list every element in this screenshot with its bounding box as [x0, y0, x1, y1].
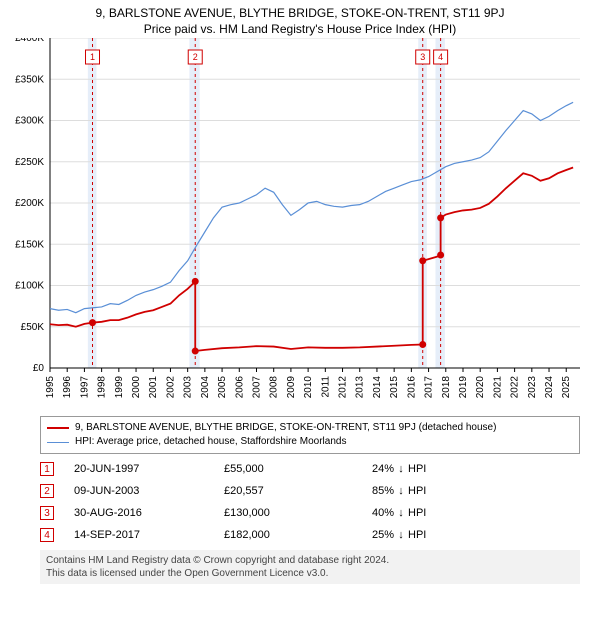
sale-pct: 25%: [334, 529, 394, 541]
svg-text:£200K: £200K: [15, 198, 44, 209]
sale-row: 2 09-JUN-2003£20,55785%↓HPI: [40, 480, 580, 502]
sale-marker: 4: [40, 528, 54, 542]
down-arrow-icon: ↓: [394, 485, 408, 497]
svg-text:£400K: £400K: [15, 38, 44, 44]
legend-row: HPI: Average price, detached house, Staf…: [47, 435, 573, 449]
svg-text:2020: 2020: [475, 376, 486, 399]
sale-pct: 40%: [334, 507, 394, 519]
svg-text:£0: £0: [33, 363, 45, 374]
svg-text:£150K: £150K: [15, 239, 44, 250]
svg-text:3: 3: [420, 52, 425, 62]
svg-text:£300K: £300K: [15, 116, 44, 127]
title-address: 9, BARLSTONE AVENUE, BLYTHE BRIDGE, STOK…: [4, 6, 596, 20]
sale-price: £20,557: [224, 485, 334, 497]
legend-swatch: [47, 442, 69, 443]
down-arrow-icon: ↓: [394, 529, 408, 541]
sale-date: 14-SEP-2017: [74, 529, 224, 541]
sale-marker: 3: [40, 506, 54, 520]
legend: 9, BARLSTONE AVENUE, BLYTHE BRIDGE, STOK…: [40, 416, 580, 454]
svg-text:£50K: £50K: [21, 322, 45, 333]
svg-text:2010: 2010: [303, 376, 314, 399]
svg-text:2007: 2007: [251, 376, 262, 399]
svg-text:2025: 2025: [561, 376, 572, 399]
svg-text:2024: 2024: [544, 376, 555, 399]
svg-text:2016: 2016: [406, 376, 417, 399]
legend-row: 9, BARLSTONE AVENUE, BLYTHE BRIDGE, STOK…: [47, 421, 573, 435]
title-block: 9, BARLSTONE AVENUE, BLYTHE BRIDGE, STOK…: [0, 0, 600, 38]
sale-marker: 1: [40, 462, 54, 476]
legend-label: HPI: Average price, detached house, Staf…: [75, 435, 346, 449]
svg-text:£250K: £250K: [15, 157, 44, 168]
svg-text:2006: 2006: [234, 376, 245, 399]
svg-text:1: 1: [90, 52, 95, 62]
svg-text:2001: 2001: [148, 376, 159, 399]
svg-text:4: 4: [438, 52, 443, 62]
legend-label: 9, BARLSTONE AVENUE, BLYTHE BRIDGE, STOK…: [75, 421, 496, 435]
svg-text:2015: 2015: [389, 376, 400, 399]
down-arrow-icon: ↓: [394, 463, 408, 475]
svg-text:2: 2: [193, 52, 198, 62]
chart-container: 9, BARLSTONE AVENUE, BLYTHE BRIDGE, STOK…: [0, 0, 600, 584]
sale-pct: 24%: [334, 463, 394, 475]
legend-swatch: [47, 427, 69, 429]
sale-row: 3 30-AUG-2016£130,00040%↓HPI: [40, 502, 580, 524]
footer-line1: Contains HM Land Registry data © Crown c…: [46, 554, 574, 567]
sales-table: 120-JUN-1997£55,00024%↓HPI209-JUN-2003£2…: [40, 458, 580, 546]
svg-text:2018: 2018: [441, 376, 452, 399]
sale-hpi-label: HPI: [408, 463, 438, 475]
sale-row: 1 20-JUN-1997£55,00024%↓HPI: [40, 458, 580, 480]
svg-text:£350K: £350K: [15, 74, 44, 85]
svg-text:2004: 2004: [200, 376, 211, 399]
sale-price: £130,000: [224, 507, 334, 519]
svg-text:2013: 2013: [355, 376, 366, 399]
svg-text:1996: 1996: [62, 376, 73, 399]
svg-text:2011: 2011: [320, 376, 331, 398]
sale-date: 20-JUN-1997: [74, 463, 224, 475]
title-subtitle: Price paid vs. HM Land Registry's House …: [4, 22, 596, 36]
svg-text:2008: 2008: [269, 376, 280, 399]
footer-attribution: Contains HM Land Registry data © Crown c…: [40, 550, 580, 584]
sale-pct: 85%: [334, 485, 394, 497]
sale-marker: 2: [40, 484, 54, 498]
svg-text:1999: 1999: [114, 376, 125, 399]
sale-row: 4 14-SEP-2017£182,00025%↓HPI: [40, 524, 580, 546]
svg-text:£100K: £100K: [15, 281, 44, 292]
sale-price: £55,000: [224, 463, 334, 475]
svg-text:2022: 2022: [510, 376, 521, 399]
svg-text:2021: 2021: [492, 376, 503, 399]
sale-hpi-label: HPI: [408, 529, 438, 541]
sale-price: £182,000: [224, 529, 334, 541]
sale-date: 09-JUN-2003: [74, 485, 224, 497]
svg-text:2009: 2009: [286, 376, 297, 399]
svg-text:2017: 2017: [424, 376, 435, 399]
svg-text:1998: 1998: [97, 376, 108, 399]
svg-text:2019: 2019: [458, 376, 469, 399]
svg-text:2005: 2005: [217, 376, 228, 399]
svg-text:1995: 1995: [45, 376, 56, 399]
svg-text:1997: 1997: [79, 376, 90, 399]
svg-text:2012: 2012: [338, 376, 349, 399]
svg-text:2002: 2002: [165, 376, 176, 399]
sale-date: 30-AUG-2016: [74, 507, 224, 519]
sale-hpi-label: HPI: [408, 485, 438, 497]
down-arrow-icon: ↓: [394, 507, 408, 519]
svg-text:2000: 2000: [131, 376, 142, 399]
chart-plot: £0 £50K £100K £150K £200K £250K £300K £350K £400…: [0, 38, 600, 410]
sale-hpi-label: HPI: [408, 507, 438, 519]
footer-line2: This data is licensed under the Open Gov…: [46, 567, 574, 580]
svg-text:2003: 2003: [183, 376, 194, 399]
svg-text:2023: 2023: [527, 376, 538, 399]
chart-svg: £0 £50K £100K £150K £200K £250K £300K £350K £400…: [0, 38, 600, 410]
svg-text:2014: 2014: [372, 376, 383, 399]
